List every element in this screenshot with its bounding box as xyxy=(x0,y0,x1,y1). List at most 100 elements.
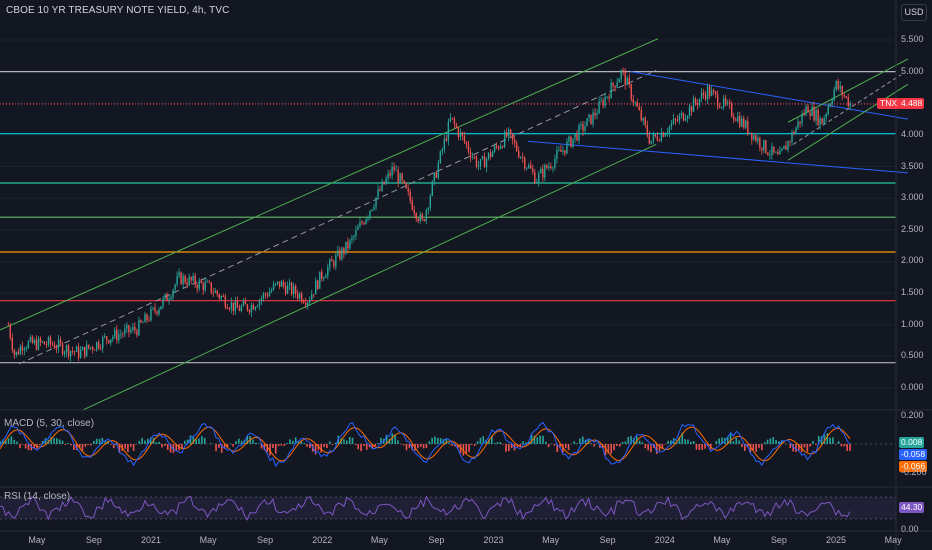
candle-body xyxy=(632,99,634,103)
candle-body xyxy=(313,294,315,296)
candle-body xyxy=(335,255,337,267)
macd-histogram-bar xyxy=(380,437,382,444)
macd-histogram-bar xyxy=(24,444,27,449)
candle-body xyxy=(739,116,741,127)
candle-body xyxy=(698,98,701,105)
candle-body xyxy=(148,320,150,321)
candle-body xyxy=(773,146,775,153)
macd-histogram-bar xyxy=(431,437,433,444)
candle-body xyxy=(43,341,46,345)
candle-body xyxy=(307,302,309,306)
candle-body xyxy=(845,96,847,98)
macd-histogram-bar xyxy=(371,444,374,449)
macd-histogram-bar xyxy=(567,444,570,451)
candle-body xyxy=(236,301,239,308)
candle-body xyxy=(244,301,247,305)
macd-histogram-bar xyxy=(698,444,701,450)
candle-body xyxy=(751,132,753,140)
macd-histogram-bar xyxy=(360,444,362,452)
rsi-band xyxy=(0,497,896,519)
candle-body xyxy=(403,180,405,183)
candle-body xyxy=(660,132,663,142)
macd-histogram-bar xyxy=(209,443,212,444)
candle-body xyxy=(202,283,204,291)
candle-body xyxy=(120,334,122,336)
candle-body xyxy=(622,70,624,72)
candle-body xyxy=(538,173,540,183)
candle-body xyxy=(515,143,518,151)
candle-body xyxy=(162,298,164,307)
macd-histogram-bar xyxy=(155,442,158,444)
macd-histogram-bar xyxy=(218,444,220,448)
candle-body xyxy=(309,299,311,303)
macd-histogram-bar xyxy=(613,444,615,451)
macd-histogram-bar xyxy=(485,439,487,444)
candle-body xyxy=(449,117,452,122)
candle-body xyxy=(497,146,500,149)
candle-body xyxy=(401,173,403,181)
candle-body xyxy=(238,307,241,311)
macd-histogram-bar xyxy=(488,439,490,444)
candle-body xyxy=(475,156,478,167)
macd-signal-line xyxy=(0,426,851,462)
macd-histogram-bar xyxy=(755,444,757,452)
rsi-label[interactable]: RSI (14, close) xyxy=(4,491,71,502)
candle-body xyxy=(256,306,259,308)
macd-histogram-bar xyxy=(789,444,792,449)
candle-body xyxy=(311,294,313,300)
macd-histogram-bar xyxy=(343,439,345,444)
candle-body xyxy=(395,169,397,171)
candle-body xyxy=(771,146,773,155)
candle-body xyxy=(791,132,793,142)
candle-body xyxy=(35,339,38,350)
y-tick-label: 2.500 xyxy=(901,223,924,234)
x-tick-label: May xyxy=(199,535,217,545)
candle-body xyxy=(37,338,40,350)
macd-histogram-bar xyxy=(186,439,189,444)
candle-body xyxy=(636,102,638,107)
candle-body xyxy=(234,301,237,312)
candle-body xyxy=(278,281,281,287)
candle-body xyxy=(198,280,200,289)
candle-body xyxy=(67,345,70,357)
candle-body xyxy=(459,132,462,137)
candle-body xyxy=(654,134,657,137)
y-tick-label: 2.000 xyxy=(901,255,924,266)
macd-histogram-bar xyxy=(832,437,834,444)
candle-body xyxy=(592,112,594,125)
macd-histogram-bar xyxy=(667,440,669,444)
macd-value-badge: -0.066 xyxy=(899,461,928,472)
macd-histogram-bar xyxy=(0,440,1,444)
macd-histogram-bar xyxy=(203,437,206,444)
macd-value-badge: 0.008 xyxy=(899,437,925,448)
candle-body xyxy=(467,144,470,152)
macd-histogram-bar xyxy=(562,444,564,453)
candle-body xyxy=(91,347,94,350)
macd-label[interactable]: MACD (5, 30, close) xyxy=(4,418,95,429)
macd-histogram-bar xyxy=(240,440,243,444)
candle-body xyxy=(680,112,683,116)
candle-body xyxy=(837,80,839,89)
candle-body xyxy=(600,100,602,102)
chart-title: CBOE 10 YR TREASURY NOTE YIELD, 4h, TVC xyxy=(6,5,230,16)
candle-body xyxy=(439,151,442,164)
candle-body xyxy=(391,166,393,176)
candle-body xyxy=(365,219,367,224)
candle-body xyxy=(588,114,590,119)
macd-pane xyxy=(0,421,896,468)
candle-body xyxy=(706,86,709,100)
candle-body xyxy=(19,346,22,355)
macd-histogram-bar xyxy=(274,444,277,454)
macd-histogram-bar xyxy=(741,444,743,448)
candle-body xyxy=(118,334,120,341)
macd-histogram-bar xyxy=(744,444,746,451)
macd-histogram-bar xyxy=(525,442,527,444)
macd-histogram-bar xyxy=(385,434,388,444)
candle-body xyxy=(455,124,458,128)
macd-histogram-bar xyxy=(189,435,192,444)
macd-histogram-bar xyxy=(286,443,288,444)
currency-button[interactable]: USD xyxy=(901,4,927,21)
macd-histogram-bar xyxy=(107,440,109,444)
candle-body xyxy=(170,297,172,299)
